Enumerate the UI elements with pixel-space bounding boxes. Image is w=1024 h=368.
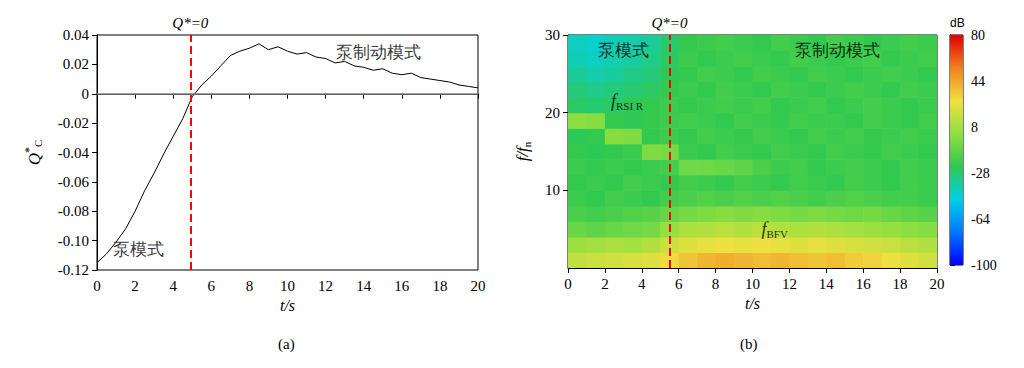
svg-text:0.04: 0.04: [63, 27, 90, 43]
svg-text:t/s: t/s: [280, 297, 295, 314]
svg-text:Q*=0: Q*=0: [651, 15, 687, 31]
svg-text:8: 8: [712, 276, 720, 292]
svg-text:18: 18: [893, 276, 908, 292]
svg-text:44: 44: [971, 74, 985, 89]
svg-text:Q*=0: Q*=0: [172, 15, 208, 31]
svg-text:泵模式: 泵模式: [113, 240, 164, 259]
svg-text:-0.02: -0.02: [58, 115, 89, 131]
svg-text:16: 16: [856, 276, 872, 292]
svg-text:-0.06: -0.06: [58, 174, 90, 190]
svg-text:泵制动模式: 泵制动模式: [336, 43, 421, 62]
svg-text:n: n: [521, 141, 533, 147]
svg-text:0: 0: [564, 276, 572, 292]
svg-text:BFV: BFV: [766, 228, 787, 240]
svg-text:20: 20: [930, 276, 945, 292]
svg-text:12: 12: [782, 276, 797, 292]
svg-text:16: 16: [394, 278, 410, 294]
svg-text:泵制动模式: 泵制动模式: [795, 41, 880, 60]
svg-text:18: 18: [432, 278, 447, 294]
svg-text:f: f: [610, 91, 616, 111]
svg-text:20: 20: [545, 105, 560, 121]
svg-text:-0.10: -0.10: [58, 233, 89, 249]
svg-text:80: 80: [971, 28, 985, 43]
svg-text:8: 8: [246, 278, 254, 294]
svg-text:f: f: [761, 219, 767, 240]
svg-text:4: 4: [169, 278, 177, 294]
svg-text:6: 6: [208, 278, 216, 294]
svg-text:2: 2: [601, 276, 609, 292]
svg-text:12: 12: [318, 278, 333, 294]
svg-text:2: 2: [131, 278, 139, 294]
svg-text:(a): (a): [278, 336, 295, 353]
svg-text:14: 14: [819, 276, 835, 292]
svg-text:0: 0: [93, 278, 101, 294]
svg-text:30: 30: [545, 27, 560, 43]
svg-text:-100: -100: [971, 258, 997, 273]
svg-text:6: 6: [675, 276, 683, 292]
svg-text:-0.08: -0.08: [58, 203, 89, 219]
svg-text:-0.12: -0.12: [58, 262, 89, 278]
svg-text:10: 10: [280, 278, 295, 294]
svg-text:RSI R: RSI R: [616, 100, 644, 112]
svg-text:f/f: f/f: [513, 147, 532, 162]
svg-text:10: 10: [745, 276, 760, 292]
svg-text:-28: -28: [971, 166, 990, 181]
svg-text:dB: dB: [950, 16, 965, 30]
svg-text:10: 10: [545, 182, 560, 198]
svg-text:Q: Q: [25, 153, 44, 165]
svg-text:0.02: 0.02: [63, 56, 89, 72]
svg-text:0: 0: [82, 86, 90, 102]
svg-text:-0.04: -0.04: [58, 145, 90, 161]
svg-text:t/s: t/s: [745, 295, 760, 312]
svg-text:-64: -64: [971, 212, 990, 227]
svg-text:C: C: [32, 140, 44, 147]
svg-text:14: 14: [356, 278, 372, 294]
svg-text:20: 20: [471, 278, 486, 294]
svg-text:4: 4: [638, 276, 646, 292]
svg-text:8: 8: [971, 120, 978, 135]
svg-text:(b): (b): [740, 336, 758, 353]
svg-text:泵模式: 泵模式: [598, 41, 649, 60]
